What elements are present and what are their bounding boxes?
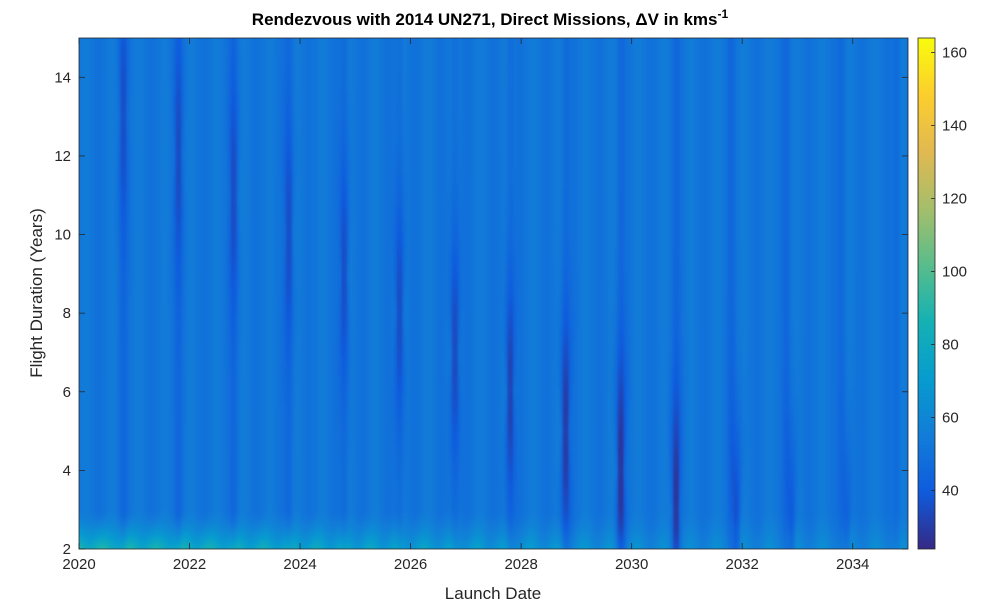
y-tick-label: 4 — [63, 462, 71, 479]
colorbar-tick-label: 140 — [942, 118, 967, 135]
y-tick-label: 6 — [63, 384, 71, 401]
colorbar-frame — [917, 37, 936, 550]
y-tick-label: 8 — [63, 305, 71, 322]
x-tick-label: 2032 — [726, 556, 759, 573]
y-tick-label: 12 — [54, 148, 71, 165]
colorbar-gradient — [918, 38, 935, 549]
x-tick-label: 2026 — [394, 556, 427, 573]
heatmap-image — [79, 38, 908, 549]
y-axis: 2 4 6 8 10 12 14 — [54, 69, 908, 558]
chart-title: Rendezvous with 2014 UN271, Direct Missi… — [252, 7, 729, 29]
y-tick-label: 2 — [63, 541, 71, 558]
y-axis-label: Flight Duration (Years) — [27, 208, 46, 377]
x-tick-label: 2034 — [836, 556, 869, 573]
plot-area — [78, 37, 909, 550]
y-tick-label: 10 — [54, 227, 71, 244]
x-axis: 2020 2022 2024 2026 2028 2030 2032 2034 — [62, 38, 869, 573]
colorbar-tick-label: 60 — [942, 410, 959, 427]
colorbar-tick-label: 120 — [942, 191, 967, 208]
colorbar: 40 60 80 100 120 140 160 — [917, 37, 967, 550]
x-tick-label: 2024 — [283, 556, 316, 573]
x-axis-label: Launch Date — [445, 584, 541, 603]
colorbar-tick-label: 100 — [942, 264, 967, 281]
x-tick-label: 2020 — [62, 556, 95, 573]
colorbar-tick-label: 80 — [942, 337, 959, 354]
colorbar-tick-label: 40 — [942, 483, 959, 500]
y-tick-label: 14 — [54, 69, 71, 86]
plot-frame — [78, 37, 909, 550]
x-tick-label: 2030 — [615, 556, 648, 573]
x-tick-label: 2022 — [173, 556, 206, 573]
x-tick-label: 2028 — [504, 556, 537, 573]
colorbar-tick-label: 160 — [942, 45, 967, 62]
